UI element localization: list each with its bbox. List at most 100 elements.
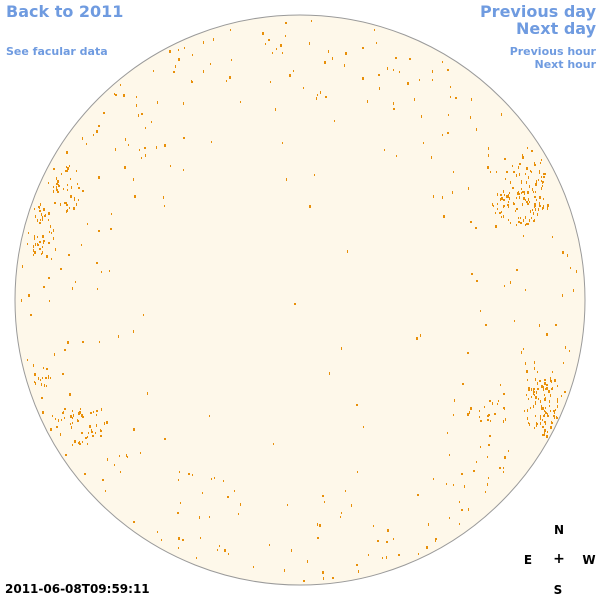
back-to-year-link[interactable]: Back to 2011 bbox=[6, 2, 124, 21]
facula-speck bbox=[183, 137, 185, 139]
facula-speck bbox=[143, 314, 144, 316]
facula-speck bbox=[521, 192, 522, 194]
facula-speck bbox=[503, 393, 505, 395]
facula-speck bbox=[170, 165, 171, 167]
facula-speck bbox=[550, 380, 551, 382]
facula-speck bbox=[534, 394, 535, 396]
facula-speck bbox=[524, 192, 525, 195]
facula-speck bbox=[535, 208, 536, 211]
facula-speck bbox=[557, 401, 558, 403]
facula-speck bbox=[423, 142, 424, 144]
facula-speck bbox=[72, 417, 73, 419]
facula-speck bbox=[499, 467, 501, 469]
facula-speck bbox=[525, 362, 526, 365]
facula-speck bbox=[543, 386, 544, 388]
next-hour-link[interactable]: Next hour bbox=[534, 58, 597, 71]
facula-speck bbox=[533, 405, 534, 408]
facula-speck bbox=[289, 74, 291, 77]
facula-speck bbox=[43, 286, 45, 288]
facula-speck bbox=[114, 464, 115, 466]
facula-speck bbox=[80, 408, 81, 410]
facula-speck bbox=[432, 70, 433, 73]
facula-speck bbox=[363, 426, 364, 428]
facula-speck bbox=[525, 216, 526, 219]
facula-speck bbox=[50, 377, 51, 379]
facula-speck bbox=[280, 44, 282, 47]
facula-speck bbox=[554, 417, 555, 419]
facula-speck bbox=[272, 52, 273, 54]
facula-speck bbox=[319, 524, 321, 527]
facula-speck bbox=[539, 170, 540, 172]
facula-speck bbox=[273, 443, 274, 445]
facula-speck bbox=[555, 324, 557, 326]
facula-speck bbox=[533, 212, 534, 215]
facula-speck bbox=[340, 516, 341, 518]
facula-speck bbox=[433, 195, 434, 198]
facula-speck bbox=[510, 181, 511, 184]
facula-speck bbox=[42, 216, 43, 219]
facula-speck bbox=[534, 367, 535, 370]
facula-speck bbox=[471, 273, 473, 275]
facula-speck bbox=[81, 244, 82, 246]
facula-speck bbox=[98, 230, 100, 232]
facula-speck bbox=[161, 539, 162, 541]
facula-speck bbox=[539, 196, 541, 199]
facula-speck bbox=[543, 207, 544, 209]
facula-speck bbox=[516, 208, 518, 210]
facula-speck bbox=[480, 446, 481, 448]
next-day-link[interactable]: Next day bbox=[516, 19, 596, 38]
facula-speck bbox=[79, 443, 81, 445]
facula-speck bbox=[452, 191, 453, 194]
facula-speck bbox=[87, 223, 88, 225]
facula-speck bbox=[96, 130, 98, 133]
facula-speck bbox=[497, 208, 498, 210]
facula-speck bbox=[184, 47, 185, 49]
facula-speck bbox=[341, 347, 342, 350]
facula-speck bbox=[545, 407, 546, 409]
facula-speck bbox=[374, 29, 375, 31]
facula-speck bbox=[378, 74, 380, 76]
facula-speck bbox=[418, 553, 419, 555]
facula-speck bbox=[552, 236, 553, 238]
facula-speck bbox=[332, 57, 333, 60]
facula-speck bbox=[461, 473, 463, 475]
facula-speck bbox=[504, 194, 505, 196]
facula-speck bbox=[537, 213, 538, 216]
facula-speck bbox=[322, 495, 324, 497]
facula-speck bbox=[442, 134, 443, 136]
facula-speck bbox=[136, 96, 137, 98]
facula-speck bbox=[541, 407, 543, 410]
facula-speck bbox=[470, 221, 472, 223]
facula-speck bbox=[416, 337, 418, 340]
facula-speck bbox=[546, 333, 548, 336]
previous-hour-link[interactable]: Previous hour bbox=[509, 45, 596, 58]
facula-speck bbox=[548, 390, 550, 393]
facula-speck bbox=[528, 398, 529, 400]
facula-speck bbox=[542, 185, 543, 187]
facula-speck bbox=[426, 546, 428, 549]
see-facular-data-link[interactable]: See facular data bbox=[6, 45, 108, 58]
facula-speck bbox=[535, 396, 537, 399]
facula-speck bbox=[40, 219, 41, 221]
facula-speck bbox=[157, 101, 158, 104]
facula-speck bbox=[387, 529, 389, 532]
facula-speck bbox=[133, 330, 134, 333]
facula-speck bbox=[140, 452, 141, 454]
facula-speck bbox=[79, 411, 81, 414]
facula-speck bbox=[396, 155, 397, 157]
facula-speck bbox=[57, 183, 58, 185]
facula-speck bbox=[540, 422, 541, 425]
facula-speck bbox=[512, 187, 514, 189]
facula-speck bbox=[379, 87, 380, 90]
facula-speck bbox=[291, 549, 292, 552]
facula-speck bbox=[91, 429, 92, 431]
facula-speck bbox=[37, 243, 38, 246]
facula-speck bbox=[531, 171, 532, 173]
facula-speck bbox=[123, 94, 125, 97]
facula-speck bbox=[70, 178, 71, 180]
facula-speck bbox=[175, 65, 176, 68]
facula-speck bbox=[531, 150, 533, 152]
previous-day-link[interactable]: Previous day bbox=[479, 2, 596, 21]
facula-speck bbox=[497, 203, 498, 205]
